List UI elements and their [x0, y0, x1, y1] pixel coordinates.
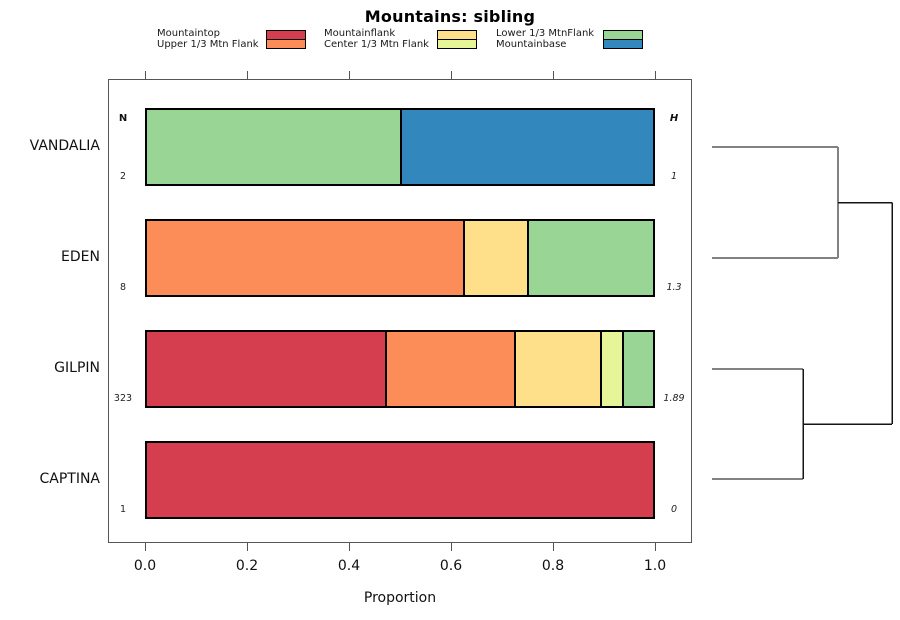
- legend-swatch: [266, 39, 306, 49]
- bar-segment-mountaintop: [147, 443, 653, 517]
- legend-label: Center 1/3 Mtn Flank: [324, 38, 429, 50]
- legend-label: Upper 1/3 Mtn Flank: [157, 38, 259, 50]
- axis-tick-bottom: [451, 543, 452, 551]
- legend-label: Lower 1/3 MtnFlank: [496, 28, 595, 39]
- bar-segment-mountainbase: [400, 110, 653, 184]
- axis-tick-bottom: [655, 543, 656, 551]
- stacked-bar: [145, 441, 655, 519]
- axis-tick-top: [451, 71, 452, 79]
- category-label: GILPIN: [54, 360, 100, 376]
- legend-label: Mountainflank: [324, 28, 396, 39]
- legend-swatch: [603, 39, 643, 49]
- legend-label: Mountaintop: [157, 28, 220, 39]
- stacked-bar: [145, 108, 655, 186]
- x-axis-title: Proportion: [363, 590, 437, 606]
- bar-segment-lower-1-3-mtnflank: [526, 221, 653, 295]
- h-value: 1: [670, 171, 678, 182]
- axis-tick-label: 0.6: [439, 558, 463, 574]
- n-value: 1: [119, 504, 127, 515]
- n-value: 2: [119, 171, 127, 182]
- bar-segment-upper-1-3-mtn-flank: [147, 221, 464, 295]
- bar-segment-lower-1-3-mtnflank: [621, 332, 653, 406]
- axis-tick-bottom: [247, 543, 248, 551]
- bar-segment-lower-1-3-mtnflank: [147, 110, 400, 184]
- axis-tick-top: [655, 71, 656, 79]
- stacked-bar: [145, 219, 655, 297]
- axis-tick-top: [349, 71, 350, 79]
- h-value: 1.89: [663, 393, 685, 404]
- legend-swatch-stack: [603, 30, 643, 49]
- legend-swatch-stack: [437, 30, 477, 49]
- h-column-header: H: [669, 113, 679, 124]
- bar-segment-mountaintop: [147, 332, 386, 406]
- bar-segment-mountainflank: [463, 221, 527, 295]
- axis-tick-top: [145, 71, 146, 79]
- axis-tick-bottom: [145, 543, 146, 551]
- bar-segment-center-1-3-mtn-flank: [599, 332, 622, 406]
- axis-tick-label: 1.0: [643, 558, 667, 574]
- axis-tick-label: 0.4: [337, 558, 361, 574]
- bar-segment-mountainflank: [513, 332, 600, 406]
- axis-tick-label: 0.2: [235, 558, 259, 574]
- legend-swatch: [437, 39, 477, 49]
- n-column-header: N: [118, 113, 128, 124]
- stacked-bar: [145, 330, 655, 408]
- axis-tick-label: 0.8: [541, 558, 565, 574]
- legend-swatch-stack: [266, 30, 306, 49]
- h-value: 0: [670, 504, 678, 515]
- category-label: EDEN: [61, 249, 100, 265]
- chart-title: Mountains: sibling: [364, 7, 536, 26]
- bar-segment-upper-1-3-mtn-flank: [385, 332, 514, 406]
- category-label: VANDALIA: [29, 138, 100, 154]
- axis-tick-top: [553, 71, 554, 79]
- axis-tick-bottom: [349, 543, 350, 551]
- axis-tick-label: 0.0: [133, 558, 157, 574]
- n-value: 8: [119, 282, 127, 293]
- h-value: 1.3: [666, 282, 682, 293]
- category-label: CAPTINA: [39, 471, 100, 487]
- n-value: 323: [113, 393, 133, 404]
- legend-label: Mountainbase: [496, 38, 567, 50]
- axis-tick-bottom: [553, 543, 554, 551]
- axis-tick-top: [247, 71, 248, 79]
- plot-box: [108, 79, 692, 543]
